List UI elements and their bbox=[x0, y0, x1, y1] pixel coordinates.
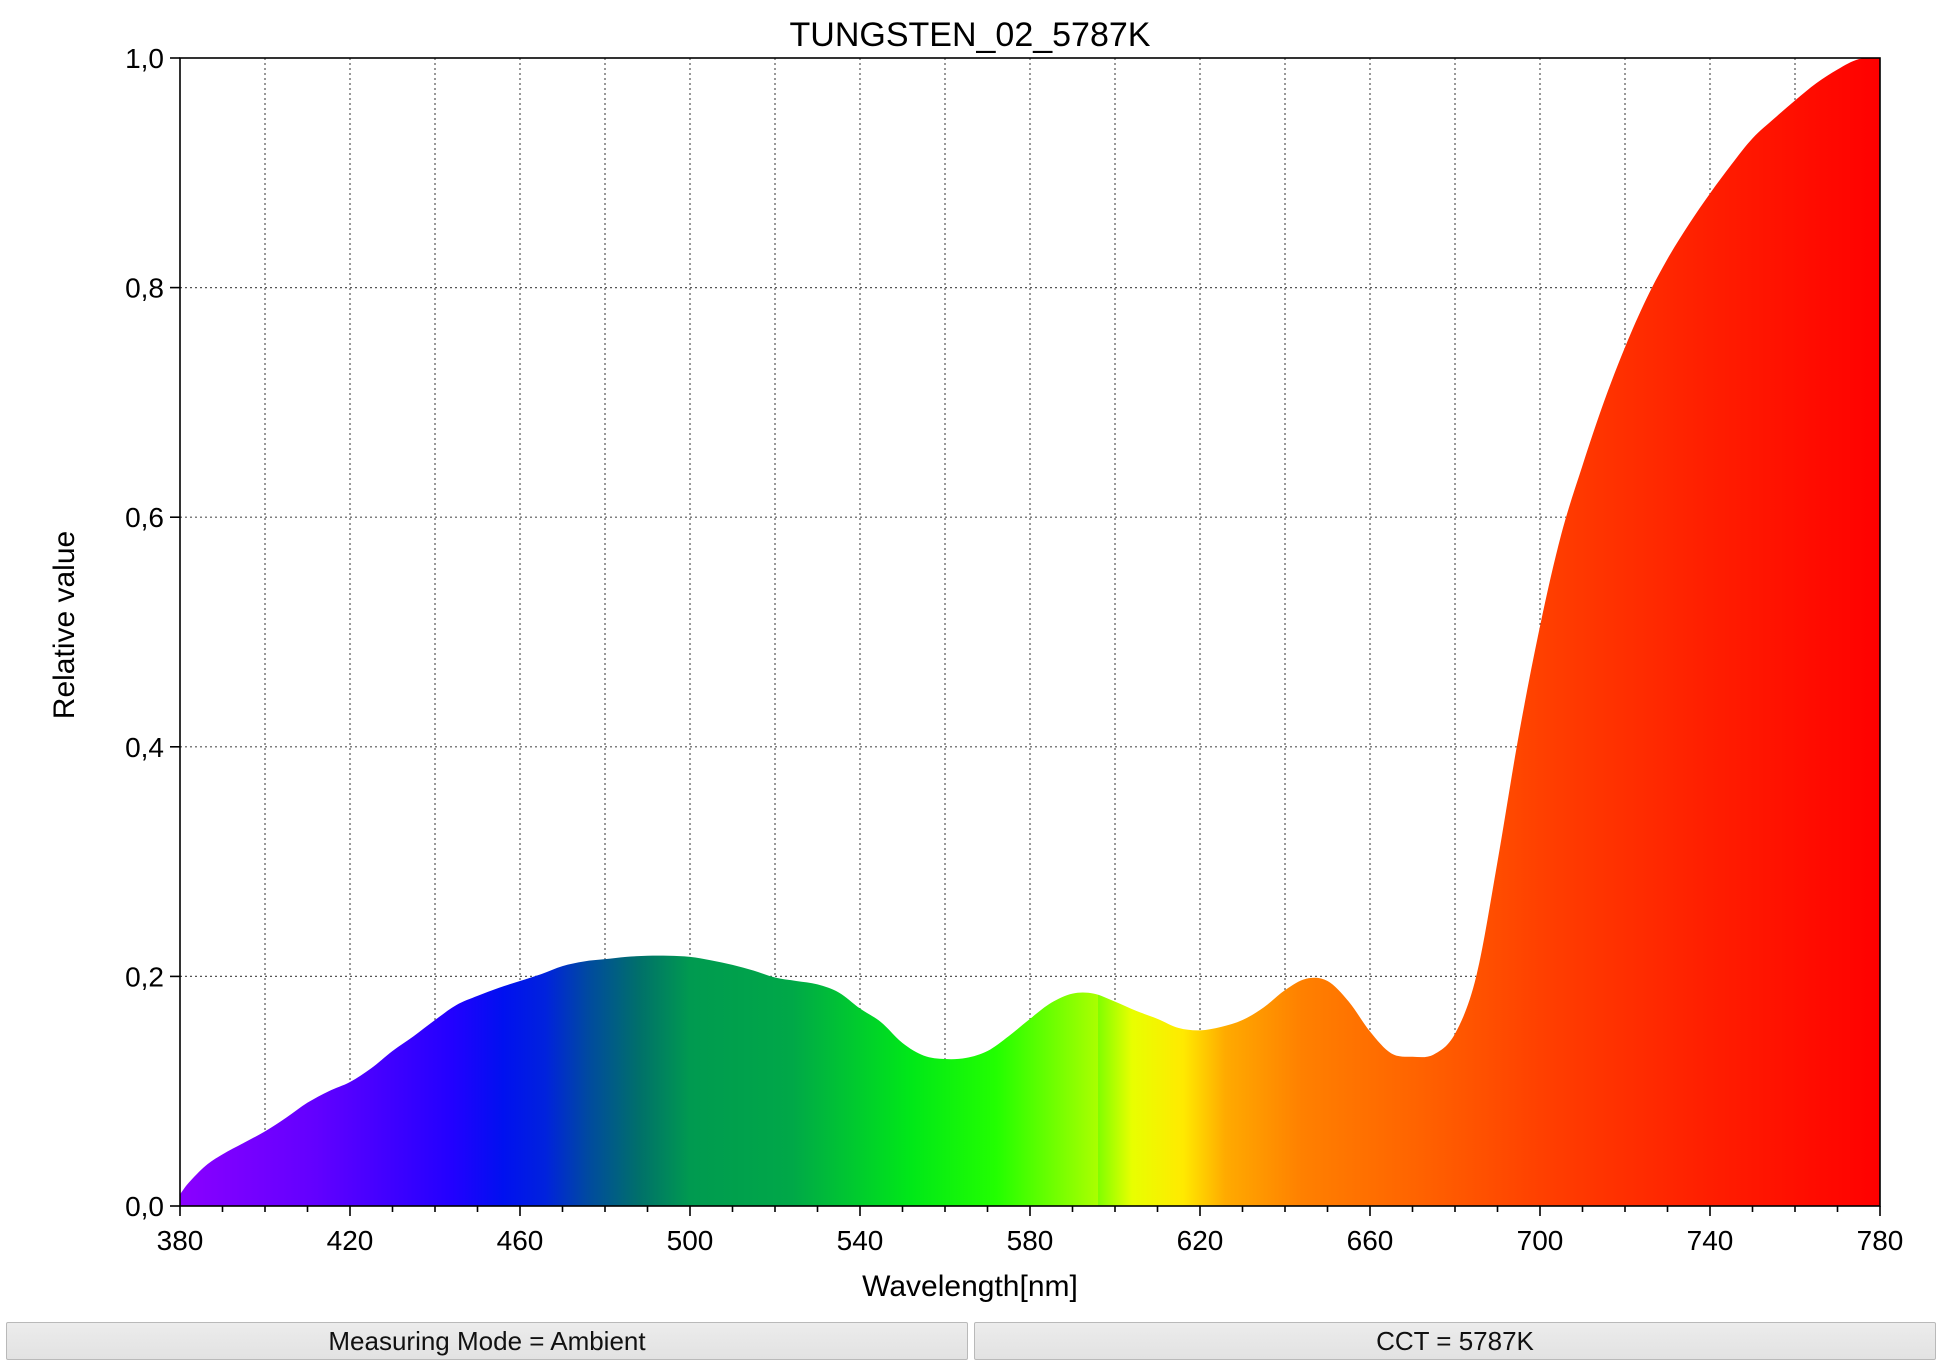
x-tick-label: 620 bbox=[1177, 1225, 1224, 1256]
measuring-mode-text: Measuring Mode = Ambient bbox=[328, 1325, 646, 1356]
cct-text: CCT = 5787K bbox=[1376, 1325, 1534, 1356]
spectrum-chart: 380 420 460 500 540 580 620 660 700 740 780 0,0 0,2 0… bbox=[48, 16, 1903, 1303]
y-tick-label: 0,0 bbox=[125, 1191, 164, 1222]
x-tick-label: 740 bbox=[1687, 1225, 1734, 1256]
y-tick-label: 0,6 bbox=[125, 502, 164, 533]
y-axis-title: Relative value bbox=[48, 531, 81, 719]
cct-field: CCT = 5787K bbox=[974, 1322, 1936, 1360]
y-tick-label: 0,8 bbox=[125, 273, 164, 304]
x-tick-label: 700 bbox=[1517, 1225, 1564, 1256]
spectrum-area bbox=[180, 57, 1880, 1207]
x-tick-label: 460 bbox=[497, 1225, 544, 1256]
tick-labels: 380 420 460 500 540 580 620 660 700 740 780 0,0 0,2 0… bbox=[125, 43, 1903, 1256]
x-tick-label: 780 bbox=[1857, 1225, 1904, 1256]
y-tick-label: 1,0 bbox=[125, 43, 164, 74]
y-tick-label: 0,4 bbox=[125, 732, 164, 763]
x-tick-label: 420 bbox=[327, 1225, 374, 1256]
y-tick-label: 0,2 bbox=[125, 961, 164, 992]
axis-ticks bbox=[170, 57, 1881, 1216]
chart-title: TUNGSTEN_02_5787K bbox=[790, 16, 1151, 54]
area-layer bbox=[180, 57, 1880, 1207]
x-axis-title: Wavelength[nm] bbox=[862, 1270, 1078, 1303]
measuring-mode-field: Measuring Mode = Ambient bbox=[6, 1322, 968, 1360]
status-bar: Measuring Mode = Ambient CCT = 5787K bbox=[0, 1318, 1940, 1362]
x-tick-label: 660 bbox=[1347, 1225, 1394, 1256]
x-tick-label: 500 bbox=[667, 1225, 714, 1256]
x-tick-label: 540 bbox=[837, 1225, 884, 1256]
x-tick-label: 580 bbox=[1007, 1225, 1054, 1256]
x-tick-label: 380 bbox=[157, 1225, 204, 1256]
